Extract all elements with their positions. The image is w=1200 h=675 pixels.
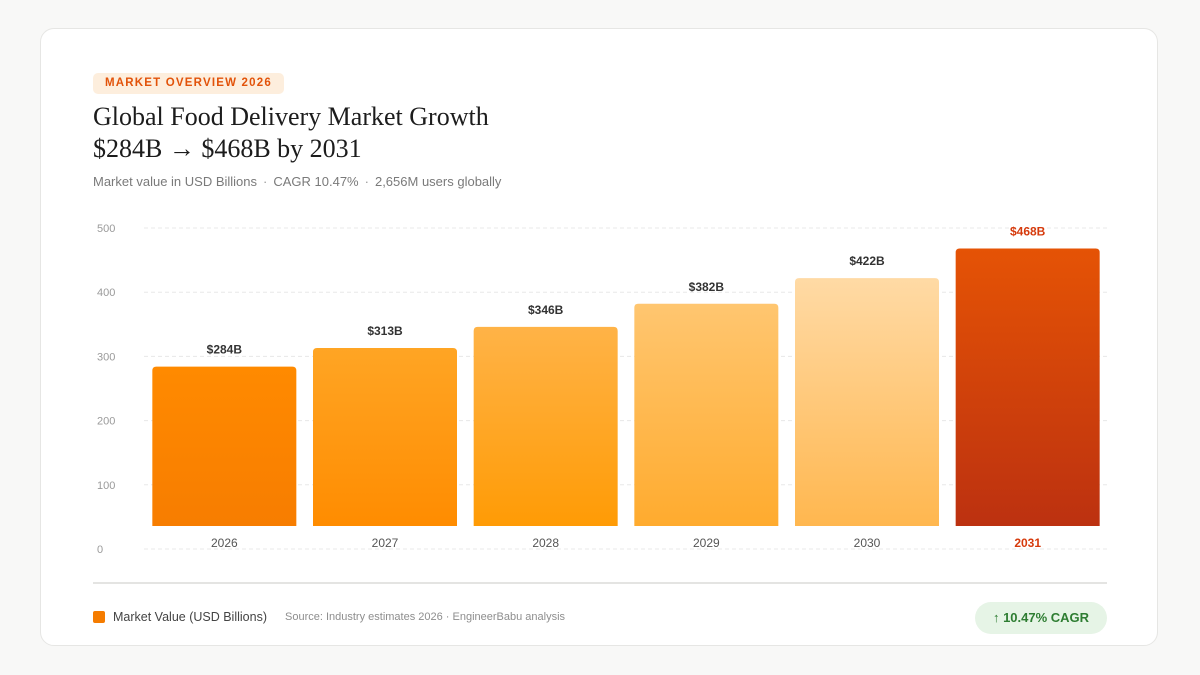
x-label-2029: 2029 [693,536,720,550]
chart-subtitle: Market value in USD Billions · CAGR 10.47%… [93,174,501,189]
y-axis-ticks: 0 100 200 300 400 500 [97,223,115,556]
source-note: Source: Industry estimates 2026 · Engine… [285,611,566,623]
footer-divider [93,582,1107,584]
x-axis-labels: 2026 2027 2028 2029 2030 2031 [211,536,1041,550]
y-tick-label: 400 [97,287,115,299]
subtitle-users: 2,656M users globally [374,174,502,189]
bar-chart: 0 100 200 300 400 500 $284B $313B $346B $382B $42… [97,223,1108,556]
chart-title: Global Food Delivery Market Growth $284B… [93,101,489,165]
cagr-badge: ↑ 10.47% CAGR [975,602,1107,634]
bar-2031 [955,248,1100,526]
bar-2026 [152,366,297,526]
x-label-2028: 2028 [532,536,559,550]
y-tick-label: 300 [97,351,115,363]
legend-swatch [93,611,105,623]
chart-card: MARKET OVERVIEW 2026 Global Food Deliver… [40,28,1158,646]
x-label-2026: 2026 [211,536,238,550]
data-label-2028: $346B [528,303,564,317]
chart-title-line-2: $284B → $468B by 2031 [93,134,362,163]
legend-label: Market Value (USD Billions) [113,610,267,624]
bar-2029 [634,303,779,526]
y-tick-label: 0 [97,544,103,556]
data-label-2031: $468B [1010,225,1046,239]
data-label-2030: $422B [849,254,885,268]
x-label-2027: 2027 [372,536,399,550]
x-label-2031: 2031 [1014,536,1041,550]
y-tick-label: 500 [97,223,115,235]
chart-title-line-1: Global Food Delivery Market Growth [93,102,489,131]
data-label-2027: $313B [367,324,403,338]
data-label-2026: $284B [207,343,243,357]
y-tick-label: 200 [97,416,115,428]
data-labels: $284B $313B $346B $382B $422B $468B [207,225,1046,357]
bars [152,248,1100,526]
bar-2028 [473,326,618,526]
subtitle-cagr: CAGR 10.47% [273,174,359,189]
subtitle-unit: Market value in USD Billions [93,174,258,189]
y-tick-label: 100 [97,480,115,492]
subtitle-separator: · [364,174,369,189]
section-badge: MARKET OVERVIEW 2026 [93,73,284,94]
x-label-2030: 2030 [854,536,881,550]
subtitle-separator: · [263,174,268,189]
bar-2027 [313,348,457,526]
legend: Market Value (USD Billions) [93,610,267,624]
data-label-2029: $382B [689,280,725,294]
bar-2030 [795,278,939,526]
